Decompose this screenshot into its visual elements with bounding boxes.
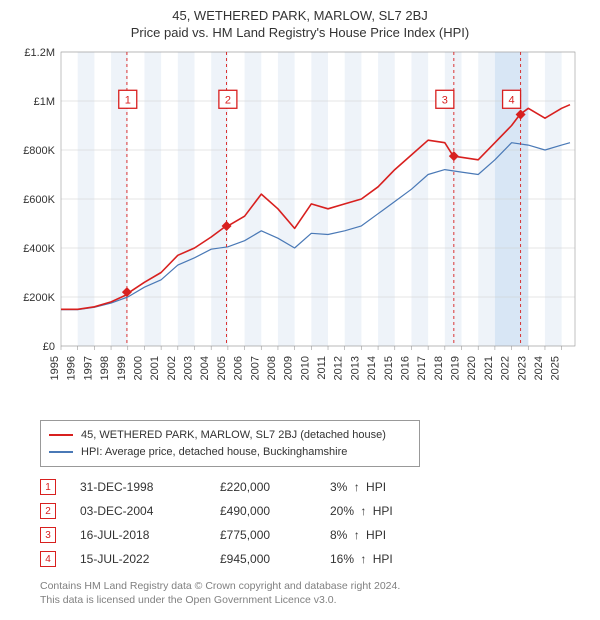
- legend-text-red: 45, WETHERED PARK, MARLOW, SL7 2BJ (deta…: [81, 427, 386, 444]
- sale-marker-icon: 2: [40, 503, 56, 519]
- svg-text:1: 1: [125, 94, 131, 106]
- svg-text:1998: 1998: [99, 356, 111, 380]
- svg-text:£800K: £800K: [23, 145, 55, 157]
- svg-text:2021: 2021: [483, 356, 495, 380]
- sale-row: 4 15-JUL-2022£945,00016% ↑ HPI: [40, 547, 590, 571]
- arrow-up-icon: ↑: [354, 528, 360, 542]
- sale-marker-icon: 3: [40, 527, 56, 543]
- arrow-up-icon: ↑: [354, 480, 360, 494]
- footer: Contains HM Land Registry data © Crown c…: [40, 579, 590, 607]
- svg-text:2006: 2006: [233, 356, 245, 380]
- svg-text:2015: 2015: [383, 356, 395, 380]
- sale-price: £220,000: [220, 480, 330, 494]
- svg-text:2008: 2008: [266, 356, 278, 380]
- svg-text:2: 2: [225, 94, 231, 106]
- legend-row-blue: HPI: Average price, detached house, Buck…: [49, 444, 411, 461]
- svg-text:2023: 2023: [516, 356, 528, 380]
- svg-text:2010: 2010: [299, 356, 311, 380]
- title-address: 45, WETHERED PARK, MARLOW, SL7 2BJ: [10, 8, 590, 23]
- svg-text:£1.2M: £1.2M: [24, 47, 55, 59]
- sale-row: 3 16-JUL-2018£775,0008% ↑ HPI: [40, 523, 590, 547]
- sale-delta: 3% ↑ HPI: [330, 480, 440, 494]
- svg-text:2005: 2005: [216, 356, 228, 380]
- arrow-up-icon: ↑: [360, 552, 366, 566]
- sale-price: £945,000: [220, 552, 330, 566]
- svg-text:1996: 1996: [66, 356, 78, 380]
- sale-date: 31-DEC-1998: [80, 480, 220, 494]
- svg-text:2012: 2012: [333, 356, 345, 380]
- svg-text:2003: 2003: [183, 356, 195, 380]
- svg-text:£200K: £200K: [23, 292, 55, 304]
- svg-text:2001: 2001: [149, 356, 161, 380]
- arrow-up-icon: ↑: [360, 504, 366, 518]
- legend: 45, WETHERED PARK, MARLOW, SL7 2BJ (deta…: [40, 420, 420, 467]
- footer-line1: Contains HM Land Registry data © Crown c…: [40, 579, 590, 593]
- svg-text:2016: 2016: [399, 356, 411, 380]
- svg-text:2018: 2018: [433, 356, 445, 380]
- sale-delta: 16% ↑ HPI: [330, 552, 440, 566]
- footer-line2: This data is licensed under the Open Gov…: [40, 593, 590, 607]
- sale-row: 1 31-DEC-1998£220,0003% ↑ HPI: [40, 475, 590, 499]
- svg-text:2011: 2011: [316, 356, 328, 380]
- chart: 1 2 3 4 £0 £200K £400K £600K £800K £1M £1.2M 1995…: [15, 46, 585, 406]
- svg-text:2022: 2022: [500, 356, 512, 380]
- svg-text:£1M: £1M: [34, 96, 55, 108]
- svg-text:2020: 2020: [466, 356, 478, 380]
- svg-text:2013: 2013: [349, 356, 361, 380]
- title-subtitle: Price paid vs. HM Land Registry's House …: [10, 25, 590, 40]
- svg-text:1999: 1999: [116, 356, 128, 380]
- svg-text:2002: 2002: [166, 356, 178, 380]
- svg-text:4: 4: [509, 94, 515, 106]
- svg-text:2024: 2024: [533, 356, 545, 380]
- svg-text:2017: 2017: [416, 356, 428, 380]
- svg-text:£0: £0: [43, 341, 55, 353]
- legend-row-red: 45, WETHERED PARK, MARLOW, SL7 2BJ (deta…: [49, 427, 411, 444]
- svg-text:2007: 2007: [249, 356, 261, 380]
- svg-text:2009: 2009: [283, 356, 295, 380]
- svg-text:1997: 1997: [82, 356, 94, 380]
- sale-price: £775,000: [220, 528, 330, 542]
- sale-date: 15-JUL-2022: [80, 552, 220, 566]
- legend-text-blue: HPI: Average price, detached house, Buck…: [81, 444, 347, 461]
- svg-text:3: 3: [442, 94, 448, 106]
- sale-date: 16-JUL-2018: [80, 528, 220, 542]
- sale-marker-icon: 4: [40, 551, 56, 567]
- sale-delta: 20% ↑ HPI: [330, 504, 440, 518]
- root: 45, WETHERED PARK, MARLOW, SL7 2BJ Price…: [0, 0, 600, 620]
- svg-text:2004: 2004: [199, 356, 211, 380]
- svg-text:2019: 2019: [450, 356, 462, 380]
- sale-row: 2 03-DEC-2004£490,00020% ↑ HPI: [40, 499, 590, 523]
- svg-text:2014: 2014: [366, 356, 378, 380]
- sale-marker-icon: 1: [40, 479, 56, 495]
- legend-swatch-red: [49, 434, 73, 436]
- svg-text:£400K: £400K: [23, 243, 55, 255]
- chart-svg: 1 2 3 4 £0 £200K £400K £600K £800K £1M £1.2M 1995…: [15, 46, 585, 406]
- sale-price: £490,000: [220, 504, 330, 518]
- sale-delta: 8% ↑ HPI: [330, 528, 440, 542]
- svg-text:2000: 2000: [132, 356, 144, 380]
- sales-table: 1 31-DEC-1998£220,0003% ↑ HPI 2 03-DEC-2004…: [40, 475, 590, 571]
- legend-swatch-blue: [49, 451, 73, 453]
- svg-text:£600K: £600K: [23, 194, 55, 206]
- svg-text:1995: 1995: [49, 356, 61, 380]
- sale-date: 03-DEC-2004: [80, 504, 220, 518]
- svg-text:2025: 2025: [550, 356, 562, 380]
- title-block: 45, WETHERED PARK, MARLOW, SL7 2BJ Price…: [10, 8, 590, 40]
